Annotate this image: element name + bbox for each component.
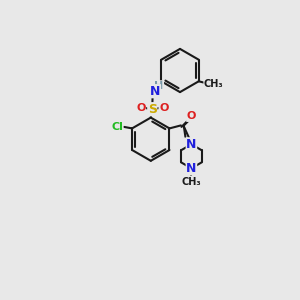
Text: N: N bbox=[150, 85, 160, 98]
Text: Cl: Cl bbox=[111, 122, 123, 132]
Text: CH₃: CH₃ bbox=[204, 79, 224, 89]
Text: N: N bbox=[186, 162, 197, 175]
Text: CH₃: CH₃ bbox=[182, 177, 201, 187]
Text: S: S bbox=[148, 103, 157, 116]
Text: O: O bbox=[187, 111, 196, 122]
Text: O: O bbox=[136, 103, 146, 113]
Text: H: H bbox=[154, 81, 164, 91]
Text: N: N bbox=[186, 138, 197, 151]
Text: O: O bbox=[159, 103, 168, 113]
